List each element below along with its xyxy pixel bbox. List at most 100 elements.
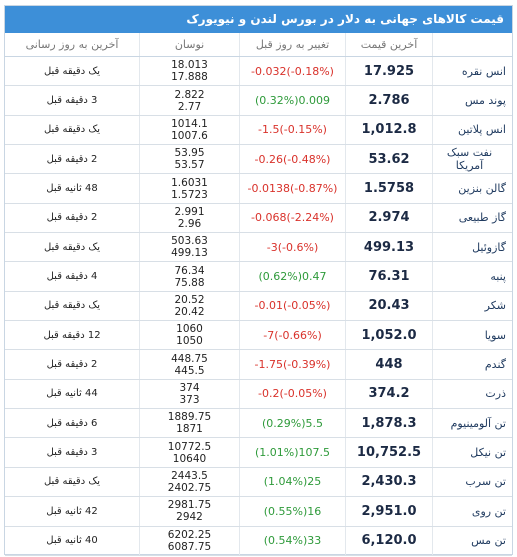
last-update: 44 ثانیه قبل [46,388,98,400]
range: 20.52 20.42 [139,291,239,321]
range-high: 10772.5 [167,440,212,453]
range: 503.63 499.13 [139,233,239,262]
last-update: 2 دقیقه قبل [46,212,98,224]
last-update: 6 دقیقه قبل [46,417,98,429]
table-row: تن نیکل 10,752.5 (1.01%)107.5 10772.5 10640 3… [5,438,512,468]
last-price: 53.62 [345,145,432,174]
range: 53.95 53.57 [139,145,239,174]
range-low: 75.88 [174,276,205,289]
change: -3(-0.6%) [239,233,345,262]
range-low: 20.42 [174,305,205,318]
header-cell: نوسان [139,33,239,56]
range-low: 2.96 [177,217,202,230]
last-update: 48 ثانیه قبل [46,183,98,195]
range-high: 2443.5 [171,469,208,482]
last-price: 2.786 [345,86,432,115]
range: 2981.75 2942 [139,497,239,526]
range-low: 2.77 [177,100,202,113]
range-low: 10640 [172,452,207,465]
commodity-name: نفت سبک آمریکا [432,145,512,174]
commodity-name: پوند مس [432,86,512,115]
last-price: 76.31 [345,262,432,291]
range-low: 2402.75 [167,481,212,494]
table-row: نفت سبک آمریکا 53.62 -0.26(-0.48%) 53.95 53.… [5,145,512,175]
range: 1889.75 1871 [139,409,239,438]
commodity-name: گازوئیل [432,233,512,262]
commodity-name: انس پلاتین [432,115,512,145]
last-price: 2,430.3 [345,467,432,497]
change: (1.04%)25 [239,467,345,497]
table-row: شکر 20.43 -0.01(-0.05%) 20.52 20.42 یک دقیقه … [5,291,512,322]
change: -0.068(-2.24%) [239,203,345,233]
change: (0.54%)33 [239,526,345,555]
range-high: 2.822 [174,88,205,101]
commodity-name: گالن بنزین [432,174,512,203]
change: (0.55%)16 [239,497,345,526]
range-high: 374 [179,381,200,394]
change: (0.62%)0.47 [239,262,345,291]
last-price: 448 [345,350,432,379]
last-price: 499.13 [345,233,432,262]
range: 1.6031 1.5723 [139,174,239,203]
last-update: 3 دقیقه قبل [46,95,98,107]
range-low: 2942 [176,511,203,524]
last-price: 20.43 [345,291,432,321]
range-low: 445.5 [174,364,205,377]
last-update: 42 ثانیه قبل [46,505,98,517]
change: -0.2(-0.05%) [239,379,345,409]
last-update: 2 دقیقه قبل [46,359,98,371]
table-row: انس نقره 17.925 -0.032(-0.18%) 18.013 17.888… [5,57,512,87]
last-update: یک دقیقه قبل [43,124,101,136]
last-update: یک دقیقه قبل [43,300,101,312]
range: 10772.5 10640 [139,438,239,467]
range-high: 1060 [176,323,203,336]
price-table: قیمت کالاهای جهانی به دلار در بورس لندن … [4,5,513,556]
range-high: 53.95 [174,147,205,160]
range: 18.013 17.888 [139,57,239,86]
table-row: انس پلاتین 1,012.8 -1.5(-0.15%) 1014.1 1007.… [5,115,512,146]
table-row: پنبه 76.31 (0.62%)0.47 76.34 75.88 4 دقیقه قب… [5,262,512,292]
last-price: 1.5758 [345,174,432,203]
range-low: 1871 [176,423,203,436]
last-update: 40 ثانیه قبل [46,535,98,547]
last-update: یک دقیقه قبل [43,241,101,253]
range-low: 53.57 [174,159,205,172]
table-row: تن سرب 2,430.3 (1.04%)25 2443.5 2402.75 یک دق… [5,467,512,498]
table-row: سویا 1,052.0 -7(-0.66%) 1060 1050 12 دقیقه قب… [5,321,512,351]
last-price: 2.974 [345,203,432,233]
range-high: 2981.75 [167,499,212,512]
last-price: 2,951.0 [345,497,432,526]
table-row: تن آلومینیوم 1,878.3 (0.29%)5.5 1889.75 1871… [5,409,512,439]
header-cell [432,33,512,56]
last-price: 1,878.3 [345,409,432,438]
last-update: یک دقیقه قبل [43,476,101,488]
commodity-name: شکر [432,291,512,321]
change: -0.032(-0.18%) [239,57,345,86]
table-row: گالن بنزین 1.5758 -0.0138(-0.87%) 1.6031 1.5… [5,174,512,204]
change: (1.01%)107.5 [239,438,345,467]
range-low: 1007.6 [171,129,208,142]
range: 6202.25 6087.75 [139,526,239,555]
change: (0.29%)5.5 [239,409,345,438]
commodity-name: گاز طبیعی [432,203,512,233]
range: 448.75 445.5 [139,350,239,379]
range: 2.822 2.77 [139,86,239,115]
commodity-name: تن نیکل [432,438,512,467]
range-low: 6087.75 [167,540,212,553]
last-update: 12 دقیقه قبل [43,329,101,341]
table-row: گندم 448 -1.75(-0.39%) 448.75 445.5 2 دقیقه ق… [5,350,512,380]
header-cell: آخرین قیمت [345,33,432,56]
last-price: 6,120.0 [345,526,432,555]
last-update: 3 دقیقه قبل [46,447,98,459]
range: 76.34 75.88 [139,262,239,291]
commodity-name: تن مس [432,526,512,555]
change: -0.0138(-0.87%) [239,174,345,203]
range: 2.991 2.96 [139,203,239,233]
last-price: 10,752.5 [345,438,432,467]
last-update: 4 دقیقه قبل [46,271,98,283]
change: (0.32%)0.009 [239,86,345,115]
last-price: 1,052.0 [345,321,432,350]
change: -0.26(-0.48%) [239,145,345,174]
table-row: تن مس 6,120.0 (0.54%)33 6202.25 6087.75 40 ثا… [5,526,512,556]
